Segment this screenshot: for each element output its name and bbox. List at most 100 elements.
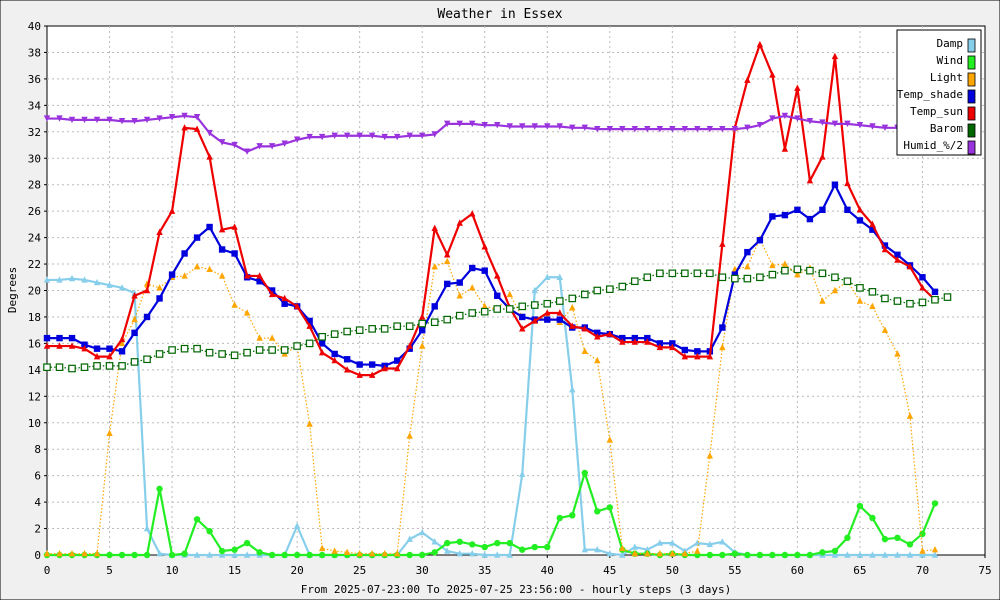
data-point-damp: [844, 551, 851, 558]
data-point-humid-2: [419, 132, 426, 139]
y-tick-label: 36: [28, 73, 41, 86]
data-point-barom: [405, 322, 414, 331]
data-point-light: [393, 549, 401, 557]
data-point-light: [794, 270, 801, 278]
data-point-light: [831, 286, 839, 294]
data-point-barom: [355, 326, 364, 334]
x-tick-label: 15: [228, 564, 241, 577]
data-point-barom: [555, 297, 564, 305]
data-point-barom: [255, 346, 264, 354]
data-point-humid-2: [68, 116, 76, 124]
data-point-light: [881, 326, 889, 333]
chart-title: Weather in Essex: [437, 7, 562, 22]
data-point-wind: [431, 549, 438, 556]
data-point-barom: [743, 274, 752, 283]
data-point-wind: [931, 500, 939, 507]
data-point-wind: [218, 547, 226, 555]
data-point-light: [381, 549, 388, 557]
data-point-light: [819, 297, 826, 304]
data-point-damp: [631, 543, 639, 550]
data-point-temp-sun: [444, 251, 451, 258]
data-point-wind: [569, 512, 576, 519]
data-point-barom: [243, 348, 251, 357]
data-point-humid-2: [594, 125, 601, 133]
data-point-humid-2: [531, 123, 538, 130]
data-point-damp: [581, 546, 588, 553]
y-tick-label: 0: [34, 549, 41, 562]
data-point-temp-shade: [343, 356, 351, 363]
data-point-temp-shade: [719, 324, 726, 331]
y-tick-label: 8: [34, 443, 41, 456]
data-point-damp: [556, 273, 563, 280]
data-point-temp-shade: [419, 326, 426, 334]
y-tick-label: 22: [28, 258, 41, 271]
data-point-humid-2: [706, 125, 714, 133]
data-point-humid-2: [218, 139, 226, 146]
data-point-temp-sun: [43, 342, 51, 349]
data-point-temp-shade: [794, 206, 801, 214]
data-point-barom: [943, 293, 952, 301]
y-tick-label: 6: [34, 470, 41, 483]
data-point-wind: [594, 508, 601, 515]
data-point-temp-shade: [131, 329, 138, 337]
data-point-damp: [531, 286, 538, 294]
data-point-light: [719, 343, 726, 351]
data-point-light: [694, 547, 701, 554]
data-point-light: [594, 356, 601, 364]
legend-swatch-barom: [967, 123, 976, 138]
data-point-humid-2: [881, 124, 889, 132]
data-point-humid-2: [644, 125, 651, 133]
data-point-light: [606, 436, 613, 443]
legend-box: [896, 29, 982, 156]
data-point-humid-2: [544, 123, 551, 130]
data-point-light: [43, 549, 51, 557]
data-point-humid-2: [268, 143, 276, 150]
data-point-temp-sun: [243, 272, 251, 279]
x-tick-label: 25: [353, 564, 366, 577]
data-point-light: [218, 272, 226, 279]
data-point-barom: [393, 322, 401, 331]
data-point-barom: [493, 305, 502, 313]
data-point-humid-2: [206, 129, 213, 137]
y-tick-label: 24: [28, 232, 42, 245]
data-point-temp-sun: [681, 352, 689, 360]
data-point-barom: [305, 339, 314, 348]
data-point-humid-2: [131, 118, 138, 125]
data-point-damp: [569, 385, 576, 393]
data-point-humid-2: [168, 114, 176, 121]
y-tick-label: 34: [28, 99, 42, 112]
data-point-temp-sun: [131, 292, 138, 299]
data-point-barom: [731, 274, 739, 283]
data-point-humid-2: [744, 124, 751, 132]
data-point-temp-shade: [56, 334, 63, 342]
y-tick-label: 20: [28, 285, 41, 298]
data-point-damp: [193, 551, 201, 558]
data-point-temp-shade: [218, 246, 226, 253]
data-point-wind: [556, 514, 563, 522]
data-point-damp: [931, 551, 939, 558]
x-tick-label: 30: [416, 564, 429, 577]
data-point-barom: [918, 298, 927, 307]
data-point-humid-2: [569, 124, 576, 132]
data-point-humid-2: [469, 120, 476, 128]
data-point-barom: [568, 294, 577, 303]
data-point-humid-2: [719, 125, 726, 133]
data-point-temp-shade: [656, 340, 664, 347]
data-point-wind: [844, 534, 851, 542]
data-point-humid-2: [656, 125, 664, 133]
data-point-humid-2: [781, 112, 789, 120]
data-point-wind: [256, 549, 263, 556]
data-point-damp: [506, 551, 513, 558]
y-tick-label: 40: [28, 20, 41, 33]
data-point-temp-sun: [544, 309, 551, 316]
data-point-humid-2: [731, 125, 739, 133]
data-point-damp: [456, 549, 463, 557]
data-point-barom: [856, 284, 864, 292]
data-point-temp-sun: [231, 223, 238, 230]
legend-swatch-temp-shade: [967, 89, 976, 104]
data-point-light: [81, 549, 88, 557]
data-point-humid-2: [869, 123, 876, 130]
data-point-barom: [618, 282, 627, 291]
data-point-damp: [881, 551, 889, 558]
data-point-humid-2: [619, 125, 626, 133]
